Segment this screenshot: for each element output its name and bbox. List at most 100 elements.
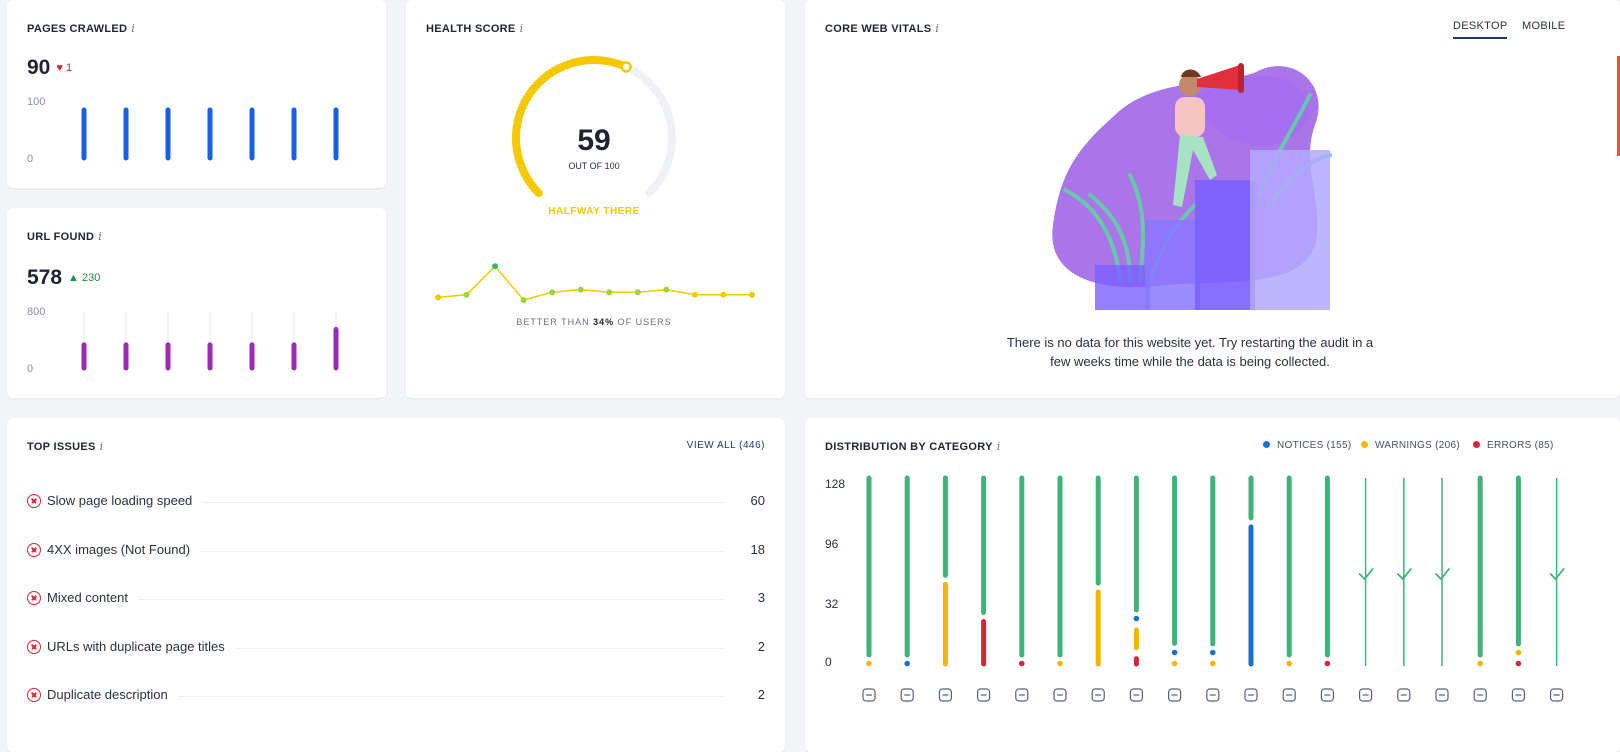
bolt-icon[interactable] bbox=[900, 688, 914, 702]
trend-point[interactable] bbox=[435, 294, 441, 301]
issue-count[interactable]: 3 bbox=[757, 590, 765, 605]
mobile-icon[interactable] bbox=[1091, 688, 1105, 702]
category-bar-warnings[interactable] bbox=[866, 660, 872, 667]
category-bar-notices[interactable] bbox=[1171, 649, 1178, 656]
legend-dot-errors bbox=[1473, 441, 1480, 448]
document-icon[interactable] bbox=[1168, 688, 1182, 702]
legend-warnings-label: WARNINGS (206) bbox=[1375, 440, 1460, 451]
issue-label[interactable]: Mixed content bbox=[47, 590, 138, 605]
no-data-illustration bbox=[1052, 63, 1332, 310]
trend-point[interactable] bbox=[691, 291, 698, 298]
category-bar-notices[interactable] bbox=[1210, 649, 1216, 656]
category-bar-warnings[interactable] bbox=[1057, 660, 1063, 667]
tab-mobile[interactable]: MOBILE bbox=[1522, 20, 1566, 32]
category-bar-warnings[interactable] bbox=[1171, 660, 1178, 667]
view-all-link[interactable]: VIEW ALL (446) bbox=[686, 440, 765, 451]
copy-icon[interactable] bbox=[1358, 688, 1373, 702]
issue-row[interactable]: 4XX images (Not Found) 18 bbox=[27, 541, 765, 561]
category-bar-errors[interactable] bbox=[1515, 660, 1522, 667]
category-bar-errors[interactable] bbox=[1324, 660, 1331, 667]
image-icon[interactable] bbox=[1053, 688, 1067, 702]
issue-count[interactable]: 2 bbox=[757, 687, 765, 702]
issue-label[interactable]: 4XX images (Not Found) bbox=[47, 541, 201, 557]
category-bar-warnings[interactable] bbox=[1515, 649, 1522, 656]
better-than-value: 34% bbox=[593, 317, 614, 327]
issue-divider bbox=[47, 550, 725, 552]
scroll-indicator[interactable] bbox=[1617, 56, 1620, 156]
legend-warnings[interactable]: WARNINGS (206) bbox=[1361, 440, 1460, 451]
distribution-card: DISTRIBUTION BY CATEGORY i NOTICES (155) … bbox=[805, 418, 1620, 752]
legend-errors[interactable]: ERRORS (85) bbox=[1473, 440, 1554, 451]
issue-row[interactable]: Duplicate description 2 bbox=[27, 686, 765, 706]
info-icon[interactable]: i bbox=[996, 440, 1001, 453]
cwv-title: CORE WEB VITALS bbox=[825, 23, 932, 35]
issue-divider bbox=[47, 647, 725, 649]
url-found-delta-value: 230 bbox=[82, 272, 101, 284]
sliders-icon[interactable] bbox=[1473, 688, 1487, 702]
check-icon bbox=[1549, 568, 1565, 581]
info-icon[interactable]: i bbox=[131, 22, 136, 35]
redirect-icon[interactable] bbox=[1397, 688, 1411, 702]
trend-point[interactable] bbox=[520, 297, 527, 303]
health-score-gauge: 59 OUT OF 100 HALFWAY THERE BETTER THAN … bbox=[435, 56, 755, 327]
text-lines-icon[interactable] bbox=[977, 688, 991, 702]
error-circle-icon bbox=[27, 542, 41, 557]
cwv-no-data-message: There is no data for this website yet. T… bbox=[1006, 335, 1374, 369]
search-icon[interactable] bbox=[1206, 688, 1220, 702]
tab-desktop[interactable]: DESKTOP bbox=[1453, 20, 1508, 39]
shield-icon[interactable] bbox=[1320, 688, 1335, 702]
trend-point[interactable] bbox=[634, 289, 641, 296]
trend-point[interactable] bbox=[749, 291, 755, 298]
issue-count[interactable]: 2 bbox=[757, 638, 765, 654]
better-than-text: BETTER THAN 34% OF USERS bbox=[516, 317, 671, 327]
issue-label[interactable]: Slow page loading speed bbox=[47, 493, 203, 508]
trend-point[interactable] bbox=[663, 286, 670, 293]
category-bar-warnings[interactable] bbox=[1286, 660, 1292, 667]
trend-point[interactable] bbox=[720, 291, 727, 298]
checkbox-icon[interactable] bbox=[1435, 688, 1449, 702]
issue-row[interactable]: URLs with duplicate page titles 2 bbox=[27, 638, 765, 658]
trend-point[interactable] bbox=[577, 286, 584, 293]
font-icon[interactable] bbox=[1015, 688, 1029, 702]
trend-point[interactable] bbox=[549, 289, 556, 296]
code-icon[interactable] bbox=[938, 688, 952, 702]
health-score-status: HALFWAY THERE bbox=[548, 206, 640, 217]
pulse-icon[interactable] bbox=[1129, 688, 1143, 702]
issue-row[interactable]: Slow page loading speed 60 bbox=[27, 492, 765, 512]
info-icon[interactable]: i bbox=[935, 22, 940, 35]
check-icon bbox=[1396, 568, 1412, 581]
trend-point[interactable] bbox=[463, 291, 470, 298]
category-bar-warnings[interactable] bbox=[1477, 660, 1483, 667]
top-issues-title-wrap: TOP ISSUES i bbox=[27, 440, 103, 453]
category-bar-notices[interactable] bbox=[1133, 615, 1140, 622]
issue-count[interactable]: 18 bbox=[750, 541, 765, 557]
legend-errors-label: ERRORS (85) bbox=[1487, 440, 1554, 451]
legend-notices[interactable]: NOTICES (155) bbox=[1263, 440, 1351, 451]
error-circle-icon bbox=[27, 494, 41, 508]
issue-label[interactable]: Duplicate description bbox=[47, 687, 178, 702]
issue-row[interactable]: Mixed content 3 bbox=[27, 589, 765, 609]
category-bar-warnings[interactable] bbox=[1210, 660, 1216, 667]
info-icon[interactable]: i bbox=[99, 440, 104, 453]
illustration-step-4 bbox=[1250, 150, 1330, 310]
info-icon[interactable]: i bbox=[98, 230, 103, 243]
issue-count[interactable]: 60 bbox=[750, 493, 765, 508]
underline-icon[interactable] bbox=[1511, 688, 1526, 702]
pages-crawled-value: 90 bbox=[27, 56, 51, 79]
category-bar-notices[interactable] bbox=[904, 660, 910, 667]
core-web-vitals-card: CORE WEB VITALS i DESKTOP MOBILE There bbox=[805, 0, 1620, 398]
issue-label[interactable]: URLs with duplicate page titles bbox=[47, 638, 235, 654]
category-bar-errors[interactable] bbox=[1019, 660, 1025, 667]
better-than-prefix: BETTER THAN bbox=[516, 317, 593, 327]
pages-crawled-title: PAGES CRAWLED bbox=[27, 23, 128, 35]
check-icon bbox=[1435, 568, 1450, 581]
external-link-icon[interactable] bbox=[1244, 688, 1258, 702]
trend-point[interactable] bbox=[492, 263, 499, 270]
health-trend-line bbox=[435, 263, 755, 303]
globe-cog-icon[interactable] bbox=[862, 688, 876, 702]
globe-icon[interactable] bbox=[1549, 688, 1564, 702]
link-icon[interactable] bbox=[1282, 688, 1296, 702]
trend-point[interactable] bbox=[606, 289, 613, 296]
info-icon[interactable]: i bbox=[519, 22, 524, 35]
distribution-title: DISTRIBUTION BY CATEGORY bbox=[825, 441, 993, 453]
